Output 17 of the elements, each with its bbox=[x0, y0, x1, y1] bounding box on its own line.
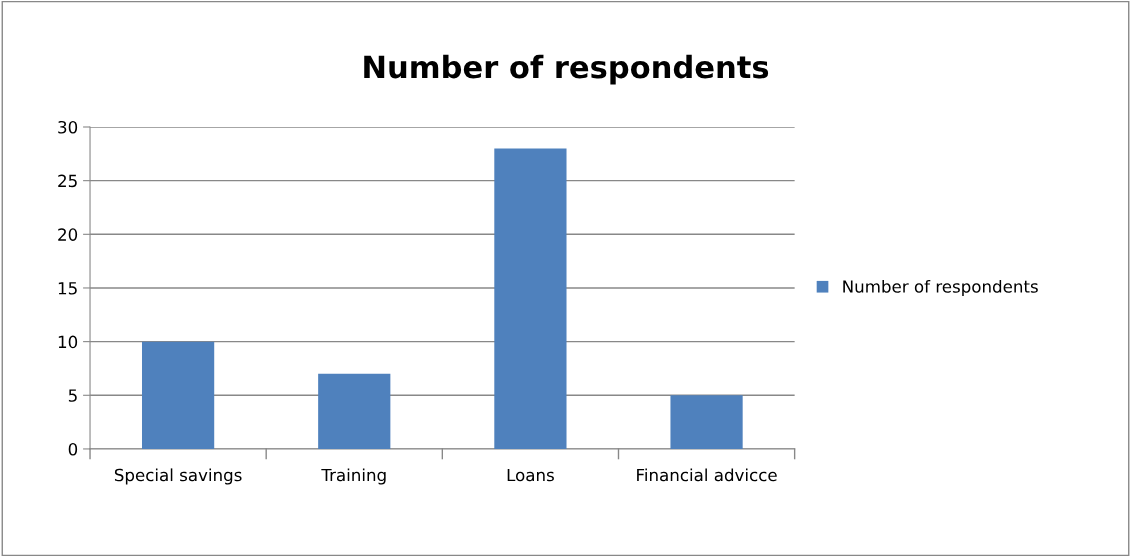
x-tick-label: Training bbox=[321, 468, 386, 485]
chart-title: Number of respondents bbox=[364, 54, 769, 85]
legend-label: Number of respondents bbox=[843, 279, 1038, 297]
x-tick-label: Financial advicce bbox=[637, 468, 777, 482]
x-tick-label: Loans bbox=[507, 468, 554, 482]
y-tick-label: 30 bbox=[58, 120, 78, 134]
bar bbox=[494, 148, 567, 449]
y-tick-label: 0 bbox=[68, 442, 78, 456]
y-tick-label: 5 bbox=[68, 389, 77, 402]
y-tick-label: 20 bbox=[58, 228, 78, 241]
x-tick-label: Special savings bbox=[114, 468, 242, 485]
bar bbox=[670, 395, 743, 449]
y-tick-label: 10 bbox=[58, 335, 78, 349]
y-tick-label: 25 bbox=[58, 174, 77, 188]
bar bbox=[141, 341, 215, 449]
bar bbox=[318, 373, 391, 449]
y-tick-label: 15 bbox=[58, 282, 77, 295]
